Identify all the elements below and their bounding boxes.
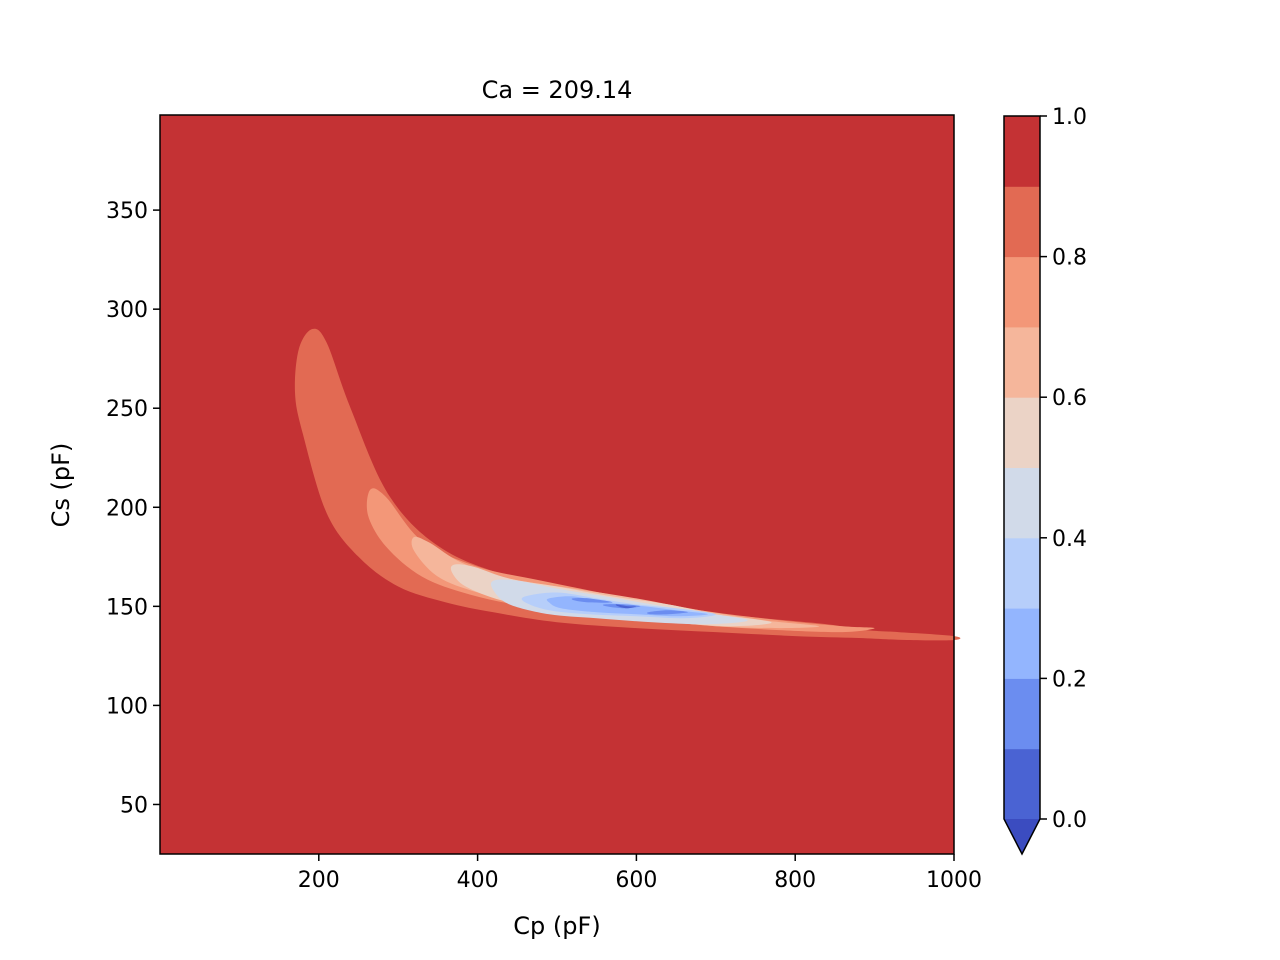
colorbar-segment — [1004, 467, 1040, 539]
colorbar-segment — [1004, 537, 1040, 609]
colorbar-tick-label: 0.4 — [1052, 527, 1087, 552]
colorbar-segment — [1004, 397, 1040, 468]
contour-region — [615, 604, 637, 609]
colorbar-tick-label: 0.2 — [1052, 667, 1087, 692]
colorbar-tick-label: 0.0 — [1052, 808, 1087, 833]
plot-area — [159, 114, 961, 855]
colorbar-segment — [1004, 256, 1040, 328]
y-tick-label: 150 — [106, 595, 148, 620]
x-tick-label: 800 — [774, 868, 816, 893]
contour-regions — [294, 328, 961, 641]
colorbar-tick-label: 1.0 — [1052, 105, 1087, 130]
y-tick-label: 250 — [106, 397, 148, 422]
colorbar-tick-label: 0.6 — [1052, 386, 1087, 411]
colorbar: 0.0 0.2 0.4 0.6 0.8 1.0 — [1003, 105, 1087, 856]
x-tick-label: 600 — [615, 868, 657, 893]
x-axis-label: Cp (pF) — [513, 912, 600, 940]
colorbar-segment — [1004, 326, 1040, 398]
y-tick-label: 200 — [106, 496, 148, 521]
y-tick-label: 100 — [106, 694, 148, 719]
colorbar-tick-label: 0.8 — [1052, 246, 1087, 271]
colorbar-segment — [1004, 678, 1040, 750]
chart-title: Ca = 209.14 — [482, 76, 633, 104]
x-tick-label: 200 — [298, 868, 340, 893]
y-tick-label: 300 — [106, 298, 148, 323]
x-tick-label: 400 — [457, 868, 499, 893]
colorbar-outline — [1003, 115, 1041, 856]
plot-frame — [159, 114, 955, 855]
y-axis: 50 100 150 200 250 300 350 — [106, 199, 160, 818]
colorbar-segment — [1004, 186, 1040, 258]
y-tick-label: 350 — [106, 199, 148, 224]
colorbar-segment — [1004, 608, 1040, 679]
y-axis-label: Cs (pF) — [47, 443, 75, 528]
contour-region — [646, 610, 688, 615]
x-tick-label: 1000 — [926, 868, 982, 893]
colorbar-segment — [1004, 116, 1040, 187]
x-axis: 200 400 600 800 1000 — [298, 854, 982, 893]
colorbar-segment — [1004, 748, 1040, 820]
colorbar-extend-triangle — [1004, 819, 1040, 854]
background-contour-level — [160, 115, 954, 854]
contour-region — [571, 598, 613, 603]
y-tick-label: 50 — [120, 793, 148, 818]
